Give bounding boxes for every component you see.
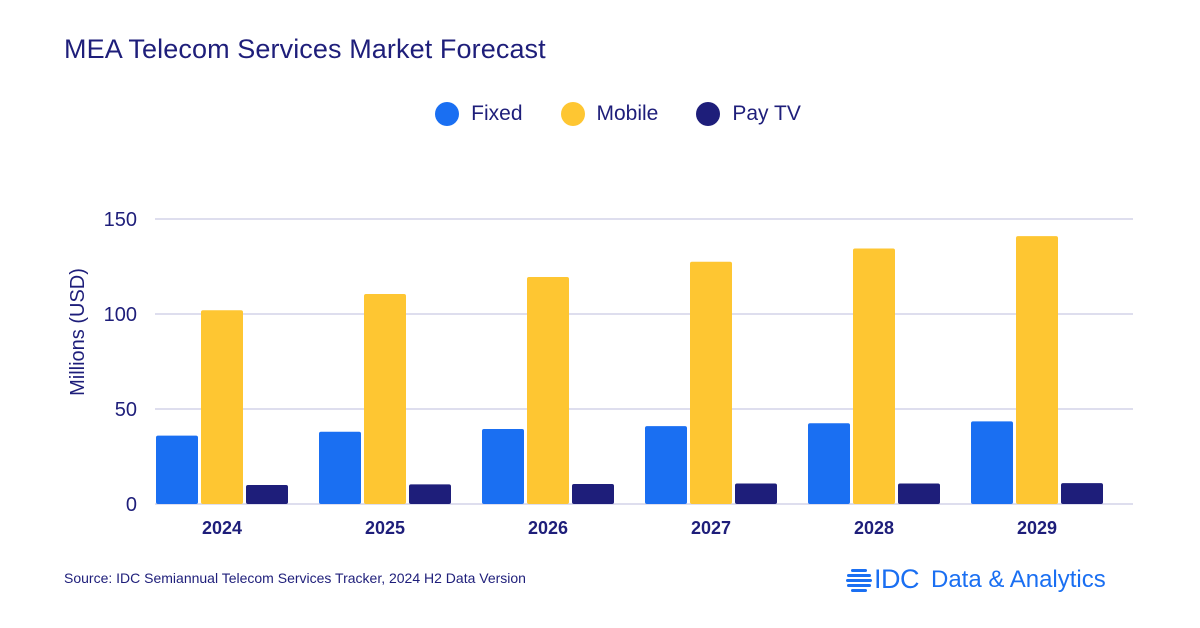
legend-item-mobile: Mobile [560,102,659,126]
bar-mobile-2026 [527,276,569,504]
bars [156,236,1103,504]
bar-mobile-2024 [201,310,243,504]
bar-mobile-2029 [1016,236,1058,504]
bar-pay-tv-2024 [246,485,288,504]
legend-label-paytv: Pay TV [732,102,801,125]
bar-fixed-2024 [156,435,198,504]
bar-pay-tv-2028 [898,483,940,504]
x-tick-label: 2027 [691,518,731,538]
logo-mark-text: IDC [874,564,920,594]
bar-pay-tv-2029 [1061,483,1103,504]
bar-mobile-2028 [853,248,895,504]
bar-fixed-2029 [971,421,1013,504]
legend-swatch-mobile [560,102,585,126]
legend-item-paytv: Pay TV [696,102,801,126]
bar-mobile-2025 [364,294,406,504]
logo-mark: IDC [846,564,920,595]
legend-swatch-paytv [696,102,721,126]
globe-stripes-icon [846,568,872,592]
bar-mobile-2027 [690,261,732,504]
x-tick-label: 2025 [365,518,405,538]
x-tick-label: 2029 [1017,518,1057,538]
idc-logo: IDC Data & Analytics [846,564,1106,595]
logo-text: Data & Analytics [931,565,1106,593]
source-note: Source: IDC Semiannual Telecom Services … [64,570,526,586]
y-tick-label: 0 [126,494,137,516]
x-tick-label: 2026 [528,518,568,538]
y-tick-label: 150 [104,209,137,231]
bar-fixed-2027 [645,426,687,504]
legend-swatch-fixed [435,102,460,126]
chart-title: MEA Telecom Services Market Forecast [64,34,546,64]
bar-fixed-2028 [808,423,850,504]
bar-pay-tv-2026 [572,484,614,504]
legend-label-fixed: Fixed [471,102,523,125]
y-tick-label: 100 [104,304,137,326]
x-tick-labels: 2024 2025 2026 2027 2028 2029 [202,518,1057,538]
gridlines [155,218,1133,505]
bar-fixed-2026 [482,428,524,504]
bar-pay-tv-2027 [735,483,777,504]
legend-item-fixed: Fixed [435,102,523,126]
legend-label-mobile: Mobile [596,102,659,125]
x-tick-label: 2028 [854,518,894,538]
legend: Fixed Mobile Pay TV [0,102,1200,126]
y-tick-labels: 0 50 100 150 [104,209,137,516]
bar-pay-tv-2025 [409,484,451,504]
x-tick-label: 2024 [202,518,242,538]
bar-fixed-2025 [319,431,361,504]
y-tick-label: 50 [115,399,137,421]
y-axis-label: Millions (USD) [67,268,89,396]
